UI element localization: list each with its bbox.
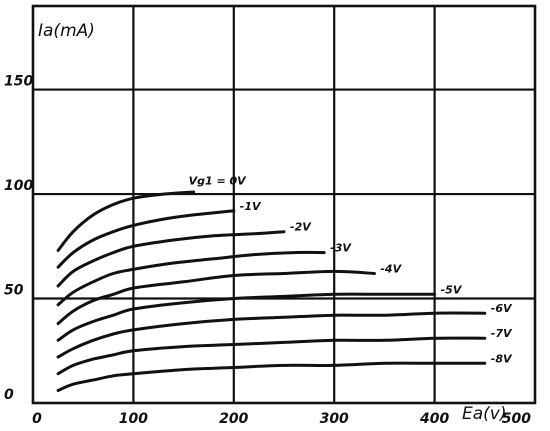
series-curve-5 — [56, 292, 437, 342]
series-label-4: -4V — [380, 262, 402, 275]
series-label-1: -1V — [240, 200, 262, 213]
series-curve-3 — [56, 250, 326, 307]
x-tick-label: 300 — [320, 411, 349, 427]
x-tick-label: 100 — [119, 411, 148, 427]
series-curve-7 — [56, 336, 487, 376]
series-label-7: -7V — [491, 327, 513, 340]
series-label-8: -8V — [491, 352, 513, 365]
series-label-3: -3V — [330, 242, 352, 255]
grid — [33, 6, 535, 403]
x-tick-label: 400 — [419, 411, 449, 427]
series-label-5: -5V — [441, 283, 463, 296]
series-curve-6 — [56, 311, 487, 359]
series-labels: Vg1 = 0V -1V -2V -3V -4V -5V -6V -7V -8V — [189, 175, 513, 366]
x-tick-label: 0 — [32, 411, 42, 427]
curves — [56, 190, 487, 392]
y-tick-label: 100 — [4, 178, 33, 194]
y-tick-label: 150 — [4, 74, 33, 90]
x-tick-label: 500 — [502, 411, 531, 427]
y-tick-label: 50 — [4, 283, 24, 299]
y-axis-label: Ia(mA) — [38, 21, 95, 41]
axis-labels: Ia(mA) Ea(v) — [38, 21, 506, 424]
x-axis-label: Ea(v) — [462, 404, 506, 424]
series-label-2: -2V — [290, 221, 312, 234]
series-curve-2 — [56, 230, 286, 288]
series-curve-1 — [56, 209, 236, 269]
y-tick-label: 0 — [4, 387, 14, 403]
series-curve-8 — [56, 361, 487, 392]
plot-frame — [31, 4, 537, 405]
tick-labels: 0 100 200 300 400 500 0 50 100 150 — [4, 74, 531, 427]
x-tick-label: 200 — [219, 411, 248, 427]
series-curve-4 — [56, 269, 376, 326]
series-label-0: Vg1 = 0V — [189, 175, 248, 188]
series-label-6: -6V — [491, 302, 513, 315]
series-curve-0 — [56, 190, 196, 252]
